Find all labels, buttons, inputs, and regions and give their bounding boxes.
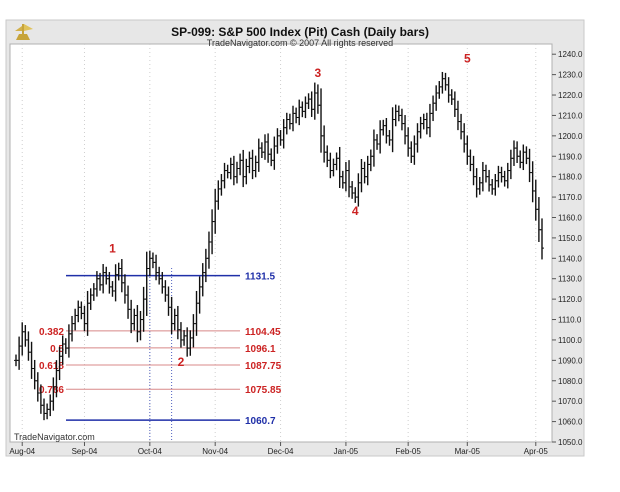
y-tick-label: 1180.0 bbox=[558, 173, 582, 182]
annotations: 1 2 3 4 5 bbox=[109, 52, 471, 369]
fib-value-label: 1075.85 bbox=[245, 385, 282, 396]
x-tick-label: Oct-04 bbox=[138, 447, 163, 456]
wave-label: 4 bbox=[352, 204, 359, 218]
ohlc-bar bbox=[540, 218, 544, 260]
wave-label: 3 bbox=[315, 66, 322, 80]
fib-value-label: 1104.45 bbox=[245, 327, 281, 338]
y-tick-label: 1050.0 bbox=[558, 438, 583, 447]
y-tick-label: 1230.0 bbox=[558, 71, 583, 80]
x-tick-label: Jan-05 bbox=[334, 447, 359, 456]
wave-label: 1 bbox=[109, 242, 116, 256]
y-tick-label: 1140.0 bbox=[558, 254, 582, 263]
y-tick-label: 1150.0 bbox=[558, 234, 582, 243]
x-tick-label: Sep-04 bbox=[72, 447, 98, 456]
y-tick-label: 1070.0 bbox=[558, 397, 583, 406]
fib-ratio-label: 0.5 bbox=[50, 344, 64, 355]
price-bars bbox=[14, 71, 544, 421]
y-tick-label: 1220.0 bbox=[558, 91, 583, 100]
chart-title: SP-099: S&P 500 Index (Pit) Cash (Daily … bbox=[171, 25, 429, 39]
y-tick-label: 1100.0 bbox=[558, 336, 582, 345]
low-line-label: 1060.7 bbox=[245, 416, 276, 427]
tradenavigator-logo-icon bbox=[15, 24, 33, 40]
watermark: TradeNavigator.com bbox=[14, 432, 95, 442]
wave-label: 2 bbox=[178, 355, 185, 369]
y-tick-label: 1090.0 bbox=[558, 356, 583, 365]
fib-ratio-label: 0.382 bbox=[39, 327, 64, 338]
x-tick-label: Apr-05 bbox=[524, 447, 549, 456]
x-axis: Aug-04 Sep-04 Oct-04 Nov-04 Dec-04 Jan-05 Feb-… bbox=[9, 442, 548, 456]
x-tick-label: Aug-04 bbox=[9, 447, 35, 456]
y-tick-label: 1060.0 bbox=[558, 418, 583, 427]
x-tick-label: Nov-04 bbox=[202, 447, 228, 456]
y-tick-label: 1240.0 bbox=[558, 50, 583, 59]
y-tick-label: 1200.0 bbox=[558, 132, 583, 141]
x-tick-label: Mar-05 bbox=[455, 447, 481, 456]
y-tick-label: 1170.0 bbox=[558, 193, 582, 202]
x-tick-label: Dec-04 bbox=[268, 447, 294, 456]
y-tick-label: 1110.0 bbox=[558, 316, 582, 325]
y-tick-label: 1080.0 bbox=[558, 377, 583, 386]
plot-area bbox=[9, 43, 553, 443]
x-tick-label: Feb-05 bbox=[395, 447, 421, 456]
fib-value-label: 1087.75 bbox=[245, 361, 282, 372]
y-tick-label: 1130.0 bbox=[558, 275, 582, 284]
fib-ratio-label: 0.786 bbox=[39, 385, 64, 396]
y-tick-label: 1120.0 bbox=[558, 295, 582, 304]
y-axis: 1240.0 1230.0 1220.0 1210.0 1200.0 1190.0 1180… bbox=[552, 50, 583, 447]
copyright-text: TradeNavigator.com © 2007 All rights res… bbox=[207, 38, 393, 48]
y-tick-label: 1190.0 bbox=[558, 152, 582, 161]
y-tick-label: 1210.0 bbox=[558, 111, 583, 120]
y-tick-label: 1160.0 bbox=[558, 213, 582, 222]
wave-label: 5 bbox=[464, 52, 471, 66]
fibonacci-lines: 1131.5 1060.7 0.382 1104.45 0.5 1096.1 0.618 10… bbox=[39, 272, 282, 428]
dotted-grid bbox=[21, 44, 537, 442]
fib-value-label: 1096.1 bbox=[245, 344, 276, 355]
high-line-label: 1131.5 bbox=[245, 272, 275, 283]
fib-ratio-label: 0.618 bbox=[39, 361, 64, 372]
